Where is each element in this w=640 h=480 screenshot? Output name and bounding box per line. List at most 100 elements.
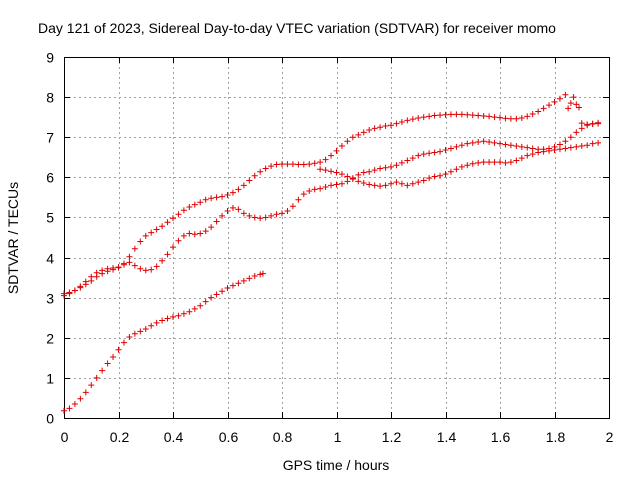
data-point [110,264,117,271]
data-point [93,269,100,276]
data-point [131,330,138,337]
plot-frame [64,57,610,419]
data-point [333,169,340,176]
data-point [175,312,182,319]
y-tick-label: 5 [46,210,54,226]
data-point [289,161,296,168]
data-point [213,194,220,201]
data-point [556,95,563,102]
data-point [284,161,291,168]
data-point [328,152,335,159]
data-point [453,111,460,118]
data-point [404,157,411,164]
data-point [131,262,138,269]
data-point [497,114,503,121]
data-point [426,113,433,120]
data-point [322,156,329,163]
data-point [371,182,378,189]
data-point [77,283,84,290]
data-point [268,212,275,219]
data-point [170,244,176,251]
data-point [567,100,574,107]
data-point [164,251,171,258]
data-point [164,315,171,322]
data-point [148,266,155,273]
y-tick-label: 2 [46,331,54,347]
series-track-3 [61,119,602,299]
data-point [180,310,187,317]
data-point [175,237,182,244]
data-point [202,298,209,305]
data-point [360,179,367,186]
data-point [497,159,503,166]
data-point [257,215,264,222]
data-point [567,134,574,141]
data-point [257,168,264,175]
data-point [551,147,558,154]
data-point [191,305,198,312]
data-point [518,155,525,162]
data-point [453,143,460,150]
data-point [398,180,405,187]
data-point [480,159,487,166]
data-point [562,145,569,152]
data-point [142,325,149,332]
data-point [573,101,580,108]
data-point [115,264,122,271]
data-point [382,122,389,129]
data-point [137,265,144,272]
data-point [126,253,133,260]
data-point [148,322,155,329]
data-point [246,275,253,282]
data-point [273,211,280,218]
data-point [219,193,226,200]
data-point [153,226,160,233]
data-point [513,157,520,164]
data-point [507,159,514,166]
data-point [431,149,438,156]
data-point [262,214,269,221]
data-point [458,163,465,170]
data-point [279,210,285,217]
data-point [409,155,416,162]
data-point [377,165,384,172]
data-point [524,152,531,159]
data-point [469,160,476,167]
data-point [437,172,444,179]
data-point [71,400,78,407]
data-point [518,143,525,150]
data-point [355,171,362,178]
data-point [355,131,362,138]
y-tick-label: 8 [46,90,54,106]
data-point [562,91,569,98]
data-point [71,287,78,294]
data-point [317,159,324,166]
data-point [61,407,67,414]
data-point [311,160,318,167]
data-point [104,265,111,272]
data-point [437,112,444,119]
data-point [191,201,198,208]
data-point [240,210,247,217]
data-point [366,168,373,175]
data-point [447,145,454,152]
data-point [208,195,215,202]
data-point [513,115,520,122]
data-point [186,230,193,237]
data-point [300,191,307,198]
data-point [180,207,187,214]
data-point [120,261,127,268]
data-point [595,119,602,126]
series-track-4 [317,139,602,190]
data-point [576,104,583,111]
data-point [259,270,266,277]
data-point [486,113,493,120]
series-track-1 [61,270,266,414]
data-point [546,147,553,154]
data-point [159,257,166,264]
x-tick-label: 0.2 [110,429,130,445]
data-point [246,212,253,219]
data-point [507,142,514,149]
data-point [420,114,427,121]
